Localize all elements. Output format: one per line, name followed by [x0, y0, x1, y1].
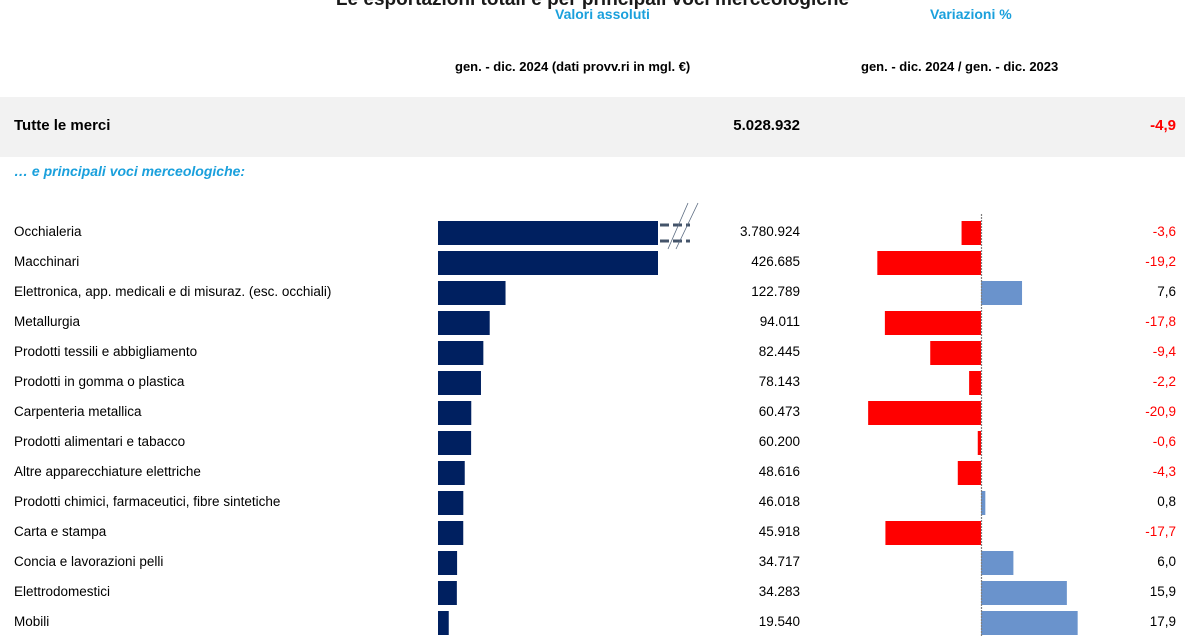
total-row-band: [0, 97, 1185, 157]
abs-value-label: 78.143: [758, 374, 800, 389]
category-label: Altre apparecchiature elettriche: [14, 464, 201, 479]
category-label: Prodotti chimici, farmaceutici, fibre si…: [14, 494, 281, 509]
abs-bar: [438, 551, 458, 575]
pos-variation-bar: [981, 551, 1014, 575]
pct-value-label: 17,9: [1149, 614, 1176, 629]
pct-value-label: -3,6: [1152, 224, 1176, 239]
abs-bar: [438, 581, 457, 605]
abs-bar: [438, 251, 658, 275]
category-label: Mobili: [14, 614, 50, 629]
chart-title: Le esportazioni totali e per principali …: [0, 0, 1185, 10]
neg-variation-bar: [957, 461, 981, 485]
abs-value-label: 34.283: [758, 584, 800, 599]
pct-value-label: -4,3: [1152, 464, 1176, 479]
abs-value-label: 122.789: [751, 284, 800, 299]
pct-value-label: -17,7: [1145, 524, 1176, 539]
pct-value-label: -2,2: [1152, 374, 1176, 389]
abs-value-label: 60.200: [758, 434, 800, 449]
abs-value-label: 3.780.924: [739, 224, 800, 239]
pct-value-label: 15,9: [1149, 584, 1176, 599]
abs-value-label: 48.616: [758, 464, 800, 479]
abs-bar: [438, 281, 506, 305]
pct-value-label: 6,0: [1157, 554, 1176, 569]
neg-variation-bar: [884, 311, 981, 335]
pct-value-label: -0,6: [1152, 434, 1176, 449]
neg-variation-bar: [977, 431, 981, 455]
group-header-variation: Variazioni %: [930, 6, 1012, 22]
abs-bar: [438, 461, 465, 485]
abs-bar: [438, 491, 464, 515]
total-value: 5.028.932: [733, 117, 800, 134]
category-label: Elettrodomestici: [14, 584, 111, 599]
abs-bar: [438, 311, 490, 335]
abs-value-label: 34.717: [758, 554, 800, 569]
neg-variation-bar: [885, 521, 981, 545]
neg-variation-bar: [961, 221, 981, 245]
abs-bar: [438, 431, 472, 455]
category-label: Prodotti alimentari e tabacco: [14, 434, 186, 449]
abs-value-label: 45.918: [758, 524, 800, 539]
category-label: Prodotti in gomma o plastica: [14, 374, 185, 389]
abs-bar: [438, 611, 449, 635]
category-label: Carta e stampa: [14, 524, 107, 539]
neg-variation-bar: [930, 341, 981, 365]
period-header-variation: gen. - dic. 2024 / gen. - dic. 2023: [861, 59, 1059, 74]
pct-value-label: 0,8: [1157, 494, 1176, 509]
abs-value-label: 46.018: [758, 494, 800, 509]
category-label: Carpenteria metallica: [14, 404, 142, 419]
abs-bar: [438, 401, 472, 425]
pct-value-label: -9,4: [1152, 344, 1176, 359]
category-label: Macchinari: [14, 254, 80, 269]
pos-variation-bar: [981, 281, 1023, 305]
total-label: Tutte le merci: [14, 117, 111, 134]
abs-value-label: 60.473: [758, 404, 800, 419]
axis-break-slash: [667, 202, 689, 250]
period-header-absolute: gen. - dic. 2024 (dati provv.ri in mgl. …: [455, 59, 691, 74]
pct-value-label: -17,8: [1145, 314, 1176, 329]
neg-variation-bar: [877, 251, 981, 275]
group-header-absolute: Valori assoluti: [555, 6, 650, 22]
abs-value-label: 19.540: [758, 614, 800, 629]
pct-value-label: -19,2: [1145, 254, 1176, 269]
neg-variation-bar: [868, 401, 981, 425]
category-label: Elettronica, app. medicali e di misuraz.…: [14, 284, 332, 299]
pos-variation-bar: [981, 491, 986, 515]
abs-bar: [438, 371, 481, 395]
subtitle: … e principali voci merceologiche:: [14, 163, 246, 179]
pct-value-label: -20,9: [1145, 404, 1176, 419]
pos-variation-bar: [981, 581, 1067, 605]
abs-value-label: 82.445: [758, 344, 800, 359]
category-label: Metallurgia: [14, 314, 81, 329]
total-pct: -4,9: [1150, 117, 1176, 134]
abs-bar: [438, 341, 484, 365]
abs-bar: [438, 221, 658, 245]
abs-bar: [438, 521, 464, 545]
abs-value-label: 94.011: [759, 314, 800, 329]
neg-variation-bar: [969, 371, 981, 395]
axis-break-slash: [675, 202, 699, 250]
abs-value-label: 426.685: [751, 254, 800, 269]
pos-variation-bar: [981, 611, 1078, 635]
category-label: Concia e lavorazioni pelli: [14, 554, 164, 569]
category-label: Prodotti tessili e abbigliamento: [14, 344, 198, 359]
category-label: Occhialeria: [14, 224, 82, 239]
pct-value-label: 7,6: [1157, 284, 1176, 299]
